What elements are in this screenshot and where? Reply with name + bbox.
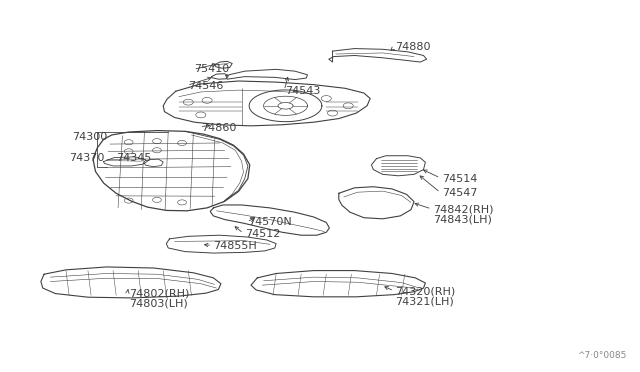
Text: 74345: 74345 — [116, 153, 152, 163]
Text: 74843(LH): 74843(LH) — [433, 215, 492, 225]
Text: 74880: 74880 — [396, 42, 431, 52]
Text: ^7·0°0085: ^7·0°0085 — [577, 351, 626, 360]
Text: 75410: 75410 — [195, 64, 230, 74]
Text: 74860: 74860 — [201, 123, 236, 133]
Text: 74543: 74543 — [285, 86, 321, 96]
Text: 74370: 74370 — [69, 153, 104, 163]
Text: 74321(LH): 74321(LH) — [396, 296, 454, 307]
Text: 74512: 74512 — [244, 229, 280, 239]
Text: 74802(RH): 74802(RH) — [129, 289, 189, 299]
Text: 74547: 74547 — [442, 188, 478, 198]
Text: 74320(RH): 74320(RH) — [396, 287, 456, 297]
Text: 74803(LH): 74803(LH) — [129, 298, 188, 308]
Text: 74514: 74514 — [442, 174, 477, 184]
Text: 74855H: 74855H — [213, 241, 257, 251]
Text: 74300: 74300 — [72, 132, 108, 142]
Text: 74842(RH): 74842(RH) — [433, 205, 493, 215]
Text: 74546: 74546 — [188, 81, 223, 91]
Text: 74570N: 74570N — [248, 218, 292, 227]
